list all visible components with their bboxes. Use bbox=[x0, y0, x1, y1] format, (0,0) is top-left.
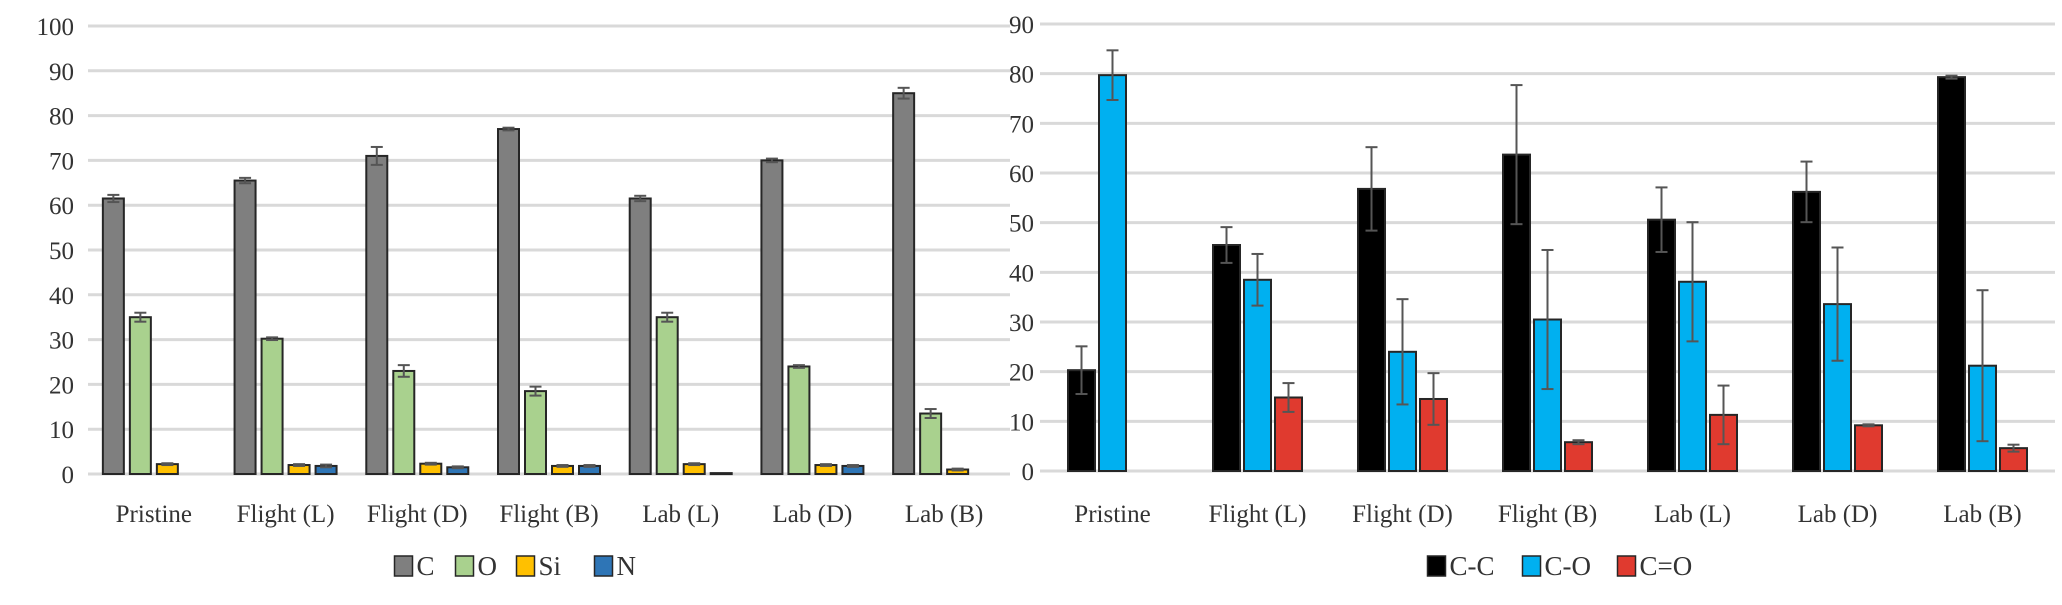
bar-co-3 bbox=[1564, 441, 1593, 472]
legend-label: C-O bbox=[1545, 551, 1592, 581]
y-tick-label: 10 bbox=[1009, 409, 1034, 436]
legend-label: C=O bbox=[1640, 551, 1693, 581]
bar-c-2 bbox=[365, 154, 389, 475]
legend-label: C bbox=[417, 551, 435, 581]
bar-cc-1 bbox=[1212, 244, 1241, 472]
legend-swatch bbox=[454, 555, 475, 577]
bar-c-1 bbox=[233, 179, 257, 475]
legend-label: Si bbox=[539, 551, 562, 581]
x-category-label: Lab (L) bbox=[1654, 501, 1731, 528]
bar-o-2 bbox=[392, 369, 416, 475]
y-tick-label: 80 bbox=[1009, 62, 1034, 89]
bar-cc-5 bbox=[1792, 190, 1821, 473]
y-tick-label: 60 bbox=[49, 193, 74, 220]
x-category-label: Pristine bbox=[1074, 501, 1150, 528]
bar-n-4 bbox=[709, 472, 733, 476]
x-category-label: Flight (D) bbox=[367, 501, 468, 528]
bar-o-6 bbox=[919, 412, 943, 475]
y-tick-label: 20 bbox=[49, 372, 74, 399]
y-tick-label: 40 bbox=[1009, 260, 1034, 287]
y-tick-label: 100 bbox=[37, 14, 75, 41]
x-category-label: Lab (B) bbox=[905, 501, 983, 528]
bar-co-2 bbox=[1388, 350, 1417, 472]
x-category-label: Flight (D) bbox=[1352, 501, 1453, 528]
y-tick-label: 0 bbox=[1022, 459, 1035, 486]
legend-label: C-C bbox=[1450, 551, 1495, 581]
x-category-label: Pristine bbox=[116, 501, 192, 528]
y-tick-label: 90 bbox=[1009, 12, 1034, 39]
bar-c-0 bbox=[101, 197, 125, 475]
x-category-label: Flight (L) bbox=[237, 501, 335, 528]
x-category-label: Lab (D) bbox=[773, 501, 853, 528]
legend-swatch bbox=[1426, 555, 1447, 577]
y-tick-label: 20 bbox=[1009, 360, 1034, 387]
bar-o-5 bbox=[787, 365, 811, 476]
bar-co-5 bbox=[1854, 424, 1883, 473]
y-tick-label: 50 bbox=[49, 238, 74, 265]
left-chart-element-composition: 0 10 20 30 40 50 60 70 80 90 100 Pristine Flight (L)… bbox=[37, 14, 1010, 581]
y-tick-label: 70 bbox=[49, 148, 74, 175]
bar-o-3 bbox=[524, 390, 547, 475]
bar-c-5 bbox=[760, 159, 784, 475]
bar-c-6 bbox=[892, 92, 916, 475]
y-tick-label: 30 bbox=[1009, 310, 1034, 337]
legend-label: N bbox=[617, 551, 637, 581]
bar-c-4 bbox=[628, 197, 652, 475]
legend-swatch bbox=[593, 555, 614, 577]
x-category-label: Flight (B) bbox=[1498, 501, 1597, 528]
y-tick-label: 0 bbox=[62, 462, 75, 489]
bar-co-1 bbox=[1243, 278, 1272, 472]
legend-label: O bbox=[478, 551, 498, 581]
bar-cc-4 bbox=[1647, 218, 1676, 472]
legend-swatch bbox=[1616, 555, 1637, 577]
bar-cc-3 bbox=[1502, 153, 1531, 473]
y-tick-label: 90 bbox=[49, 59, 74, 86]
bar-cc-6 bbox=[1937, 76, 1966, 472]
y-tick-label: 10 bbox=[49, 417, 74, 444]
bar-o-4 bbox=[655, 316, 679, 476]
bar-o-0 bbox=[128, 316, 152, 476]
legend-swatch bbox=[1521, 555, 1542, 577]
x-category-label: Lab (L) bbox=[642, 501, 719, 528]
y-tick-label: 60 bbox=[1009, 161, 1034, 188]
right-chart-carbon-bonding: 0 10 20 30 40 50 60 70 80 90 Pristine Flight (L) Fli… bbox=[1009, 12, 2055, 581]
bar-o-1 bbox=[260, 337, 284, 476]
bar-c-3 bbox=[497, 128, 520, 475]
legend-swatch bbox=[393, 555, 414, 577]
y-tick-label: 40 bbox=[49, 283, 74, 310]
x-category-label: Lab (D) bbox=[1798, 501, 1878, 528]
x-category-label: Flight (B) bbox=[499, 501, 598, 528]
y-tick-label: 30 bbox=[49, 328, 74, 355]
x-category-label: Lab (B) bbox=[1943, 501, 2021, 528]
x-category-label: Flight (L) bbox=[1209, 501, 1307, 528]
bar-co-0 bbox=[1098, 74, 1127, 472]
y-tick-label: 70 bbox=[1009, 111, 1034, 138]
y-tick-label: 50 bbox=[1009, 211, 1034, 238]
legend-swatch bbox=[515, 555, 536, 577]
y-tick-label: 80 bbox=[49, 104, 74, 131]
